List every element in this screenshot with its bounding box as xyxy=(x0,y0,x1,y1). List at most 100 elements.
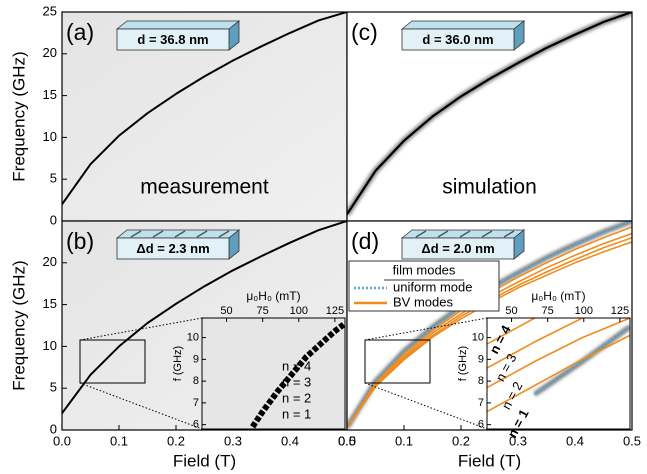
box-label: d = 36.8 nm xyxy=(137,32,208,47)
inset-y-label: f (GHz) xyxy=(457,346,469,381)
box-label: Δd = 2.0 nm xyxy=(421,241,494,256)
x-tick-label: 0.3 xyxy=(509,433,527,448)
series-line xyxy=(347,12,632,215)
inset-x-label: μ₀H₀ (mT) xyxy=(246,289,300,303)
y-tick-label: 0 xyxy=(50,421,57,436)
box-stripe xyxy=(196,230,208,238)
inset-y-tick-label: 7 xyxy=(478,397,484,409)
legend-title: film modes xyxy=(393,262,456,277)
y-tick-label: 0 xyxy=(50,212,57,227)
series-line xyxy=(487,334,630,413)
panel: 0 5 10 15 20 25 Frequency (GHz) measurement (a) d… xyxy=(9,3,348,227)
series-line xyxy=(487,318,536,345)
caption: measurement xyxy=(140,176,269,199)
panel-label: (c) xyxy=(351,19,378,45)
inset-y-tick-label: 6 xyxy=(478,419,484,431)
panel-label: (b) xyxy=(66,228,94,254)
box-stripe xyxy=(415,230,427,238)
box-stripe xyxy=(437,230,449,238)
y-tick-label: 15 xyxy=(43,87,57,102)
inset-x-tick-label: 75 xyxy=(542,305,554,317)
zoom-connector xyxy=(364,382,488,430)
series-line xyxy=(487,318,583,369)
x-tick-label: 0.1 xyxy=(110,433,128,448)
y-tick-label: 10 xyxy=(43,338,57,353)
inset-frame xyxy=(486,317,631,430)
inset-x-tick-label: 125 xyxy=(611,305,629,317)
box-label: Δd = 2.3 nm xyxy=(136,241,209,256)
box-stripe xyxy=(218,230,230,238)
inset-frame xyxy=(201,317,346,430)
series-line xyxy=(250,322,345,429)
inset-x-tick-label: 100 xyxy=(290,305,308,317)
y-tick-label: 25 xyxy=(43,3,57,18)
x-tick-label: 0.4 xyxy=(566,433,584,448)
y-tick-label: 15 xyxy=(43,296,57,311)
inset-y-tick-label: 9 xyxy=(478,353,484,365)
panel: 0.0 0.1 0.2 0.3 0.4 0.5 Field (T) (d) Δd = 2.0 n… xyxy=(338,220,641,470)
inset-background xyxy=(202,318,345,429)
inset-y-tick-label: 10 xyxy=(472,331,484,343)
y-tick-label: 10 xyxy=(43,129,57,144)
mode-label: n = 3 xyxy=(282,374,311,389)
inset-y-tick-label: 10 xyxy=(187,331,199,343)
plot-frame xyxy=(346,220,633,431)
inset-x-tick-label: 125 xyxy=(326,305,344,317)
legend-label: BV modes xyxy=(393,294,453,309)
inset-y-tick-label: 6 xyxy=(193,419,199,431)
plot-area xyxy=(62,12,347,205)
x-axis-label: Field (T) xyxy=(458,451,521,470)
inset-x-tick-label: 50 xyxy=(505,305,517,317)
box-label: d = 36.0 nm xyxy=(422,32,493,47)
inset-x-tick-label: 50 xyxy=(220,305,232,317)
panel: 0 5 10 15 20 0.0 0.1 0.2 0.3 0.4 0.5 Frequency (GHz… xyxy=(9,220,356,470)
box-stripe xyxy=(152,230,164,238)
y-tick-label: 5 xyxy=(50,380,57,395)
y-tick-label: 20 xyxy=(43,45,57,60)
mode-label: n = 1 xyxy=(282,406,311,421)
x-axis-label: Field (T) xyxy=(173,451,236,470)
box-top xyxy=(115,20,241,30)
x-tick-label: 0.2 xyxy=(452,433,470,448)
box-front xyxy=(401,237,515,260)
inset-y-tick-label: 8 xyxy=(193,375,199,387)
inset-plot xyxy=(487,318,630,413)
x-tick-label: 0.1 xyxy=(395,433,413,448)
x-tick-label: 0.5 xyxy=(623,433,641,448)
inset-y-label: f (GHz) xyxy=(172,346,184,381)
plot-area xyxy=(347,12,632,216)
zoom-connector xyxy=(79,382,203,430)
mode-label: n = 2 xyxy=(282,390,311,405)
box-stripe xyxy=(459,230,471,238)
box-front xyxy=(401,28,515,51)
legend-label: uniform mode xyxy=(393,279,472,294)
box-stripe xyxy=(481,230,493,238)
inset-x-label: μ₀H₀ (mT) xyxy=(531,289,585,303)
box-top xyxy=(400,20,526,30)
box-front xyxy=(116,28,230,51)
panel-label: (a) xyxy=(66,19,94,45)
inset-x-tick-label: 100 xyxy=(575,305,593,317)
panel-label: (d) xyxy=(351,228,379,254)
inset-y-tick-label: 9 xyxy=(193,353,199,365)
y-tick-label: 20 xyxy=(43,254,57,269)
series-line xyxy=(62,221,347,414)
y-axis-label: Frequency (GHz) xyxy=(9,51,28,181)
x-tick-label: 0.3 xyxy=(224,433,242,448)
series-line xyxy=(487,318,630,389)
y-tick-label: 5 xyxy=(50,171,57,186)
box-stripe xyxy=(174,230,186,238)
zoom-box xyxy=(364,339,431,384)
plot-area xyxy=(62,221,347,414)
series-line xyxy=(62,12,347,205)
panel: simulation (c) d = 36.0 nm xyxy=(346,11,633,222)
x-tick-label: 0.2 xyxy=(167,433,185,448)
caption: simulation xyxy=(442,176,537,199)
box-stripe xyxy=(130,230,142,238)
series-line xyxy=(534,325,630,396)
inset-background xyxy=(487,318,630,429)
mode-label: n = 4 xyxy=(282,358,311,373)
box-front xyxy=(116,237,230,260)
x-tick-label: 0.0 xyxy=(338,433,356,448)
